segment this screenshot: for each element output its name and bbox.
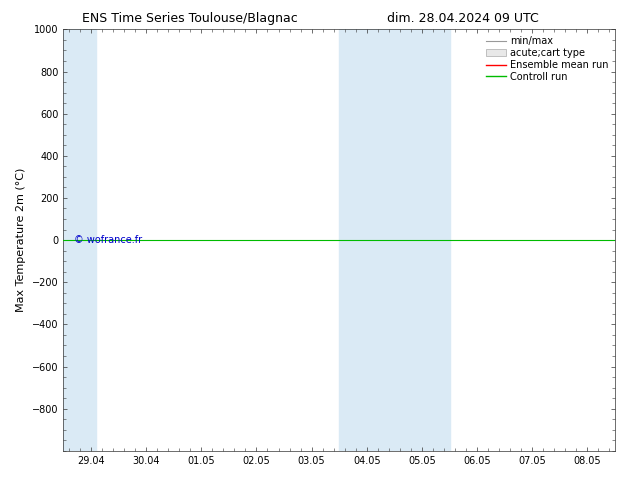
Bar (63, 29, 96, 451)
Text: dim. 28.04.2024 09 UTC: dim. 28.04.2024 09 UTC (387, 12, 539, 25)
Bar (339, 29, 450, 451)
Text: © wofrance.fr: © wofrance.fr (74, 235, 143, 245)
Y-axis label: Max Temperature 2m (°C): Max Temperature 2m (°C) (16, 168, 27, 312)
Text: ENS Time Series Toulouse/Blagnac: ENS Time Series Toulouse/Blagnac (82, 12, 298, 25)
Legend: min/max, acute;cart type, Ensemble mean run, Controll run: min/max, acute;cart type, Ensemble mean … (484, 34, 610, 84)
